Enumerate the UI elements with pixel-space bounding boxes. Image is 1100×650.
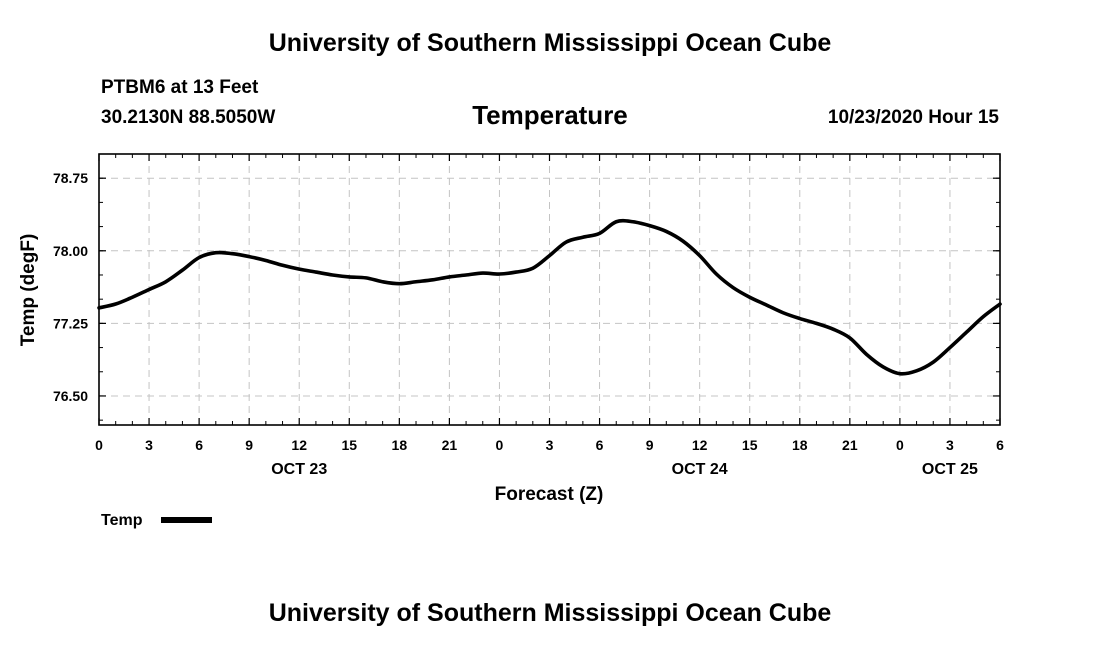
day-label: OCT 24 bbox=[672, 461, 728, 478]
x-tick-label: 6 bbox=[596, 437, 604, 453]
x-tick-label: 6 bbox=[996, 437, 1004, 453]
x-tick-label: 0 bbox=[496, 437, 504, 453]
x-tick-label: 0 bbox=[896, 437, 904, 453]
chart-grid bbox=[99, 154, 1000, 425]
x-tick-label: 15 bbox=[742, 437, 758, 453]
station-label: PTBM6 at 13 Feet bbox=[101, 77, 259, 98]
y-tick-label: 77.25 bbox=[53, 315, 88, 331]
x-tick-label: 0 bbox=[95, 437, 103, 453]
x-tick-label: 6 bbox=[195, 437, 203, 453]
x-axis-label: Forecast (Z) bbox=[495, 484, 604, 505]
legend-label: Temp bbox=[101, 512, 143, 529]
y-tick-label: 78.75 bbox=[53, 170, 88, 186]
day-label: OCT 23 bbox=[271, 461, 327, 478]
x-tick-label: 18 bbox=[392, 437, 408, 453]
page-title: University of Southern Mississippi Ocean… bbox=[268, 29, 832, 57]
axis-ticks: 0 3 6 9 12 15 18 21 0 3 6 9 12 15 18 21 0 3 6 OCT 23 OCT 24 O… bbox=[53, 153, 1004, 478]
series-group bbox=[97, 218, 1002, 376]
y-tick-label: 76.50 bbox=[53, 388, 88, 404]
x-tick-label: 12 bbox=[692, 437, 708, 453]
x-tick-label: 21 bbox=[842, 437, 858, 453]
y-tick-label: 78.00 bbox=[53, 243, 88, 259]
variable-title: Temperature bbox=[472, 100, 628, 130]
x-tick-label: 3 bbox=[546, 437, 554, 453]
x-tick-label: 9 bbox=[245, 437, 253, 453]
x-tick-label: 18 bbox=[792, 437, 808, 453]
y-axis-label: Temp (degF) bbox=[18, 234, 39, 347]
forecast-datetime: 10/23/2020 Hour 15 bbox=[827, 107, 999, 128]
x-tick-label: 3 bbox=[145, 437, 153, 453]
x-tick-label: 12 bbox=[291, 437, 307, 453]
series-line-temp bbox=[97, 218, 1002, 376]
x-tick-label: 3 bbox=[946, 437, 954, 453]
station-location: 30.2130N 88.5050W bbox=[101, 107, 276, 128]
footer-title: University of Southern Mississippi Ocean… bbox=[268, 599, 832, 627]
day-label: OCT 25 bbox=[922, 461, 978, 478]
legend: Temp bbox=[101, 512, 212, 529]
x-tick-label: 15 bbox=[341, 437, 357, 453]
x-tick-label: 9 bbox=[646, 437, 654, 453]
x-tick-label: 21 bbox=[442, 437, 458, 453]
